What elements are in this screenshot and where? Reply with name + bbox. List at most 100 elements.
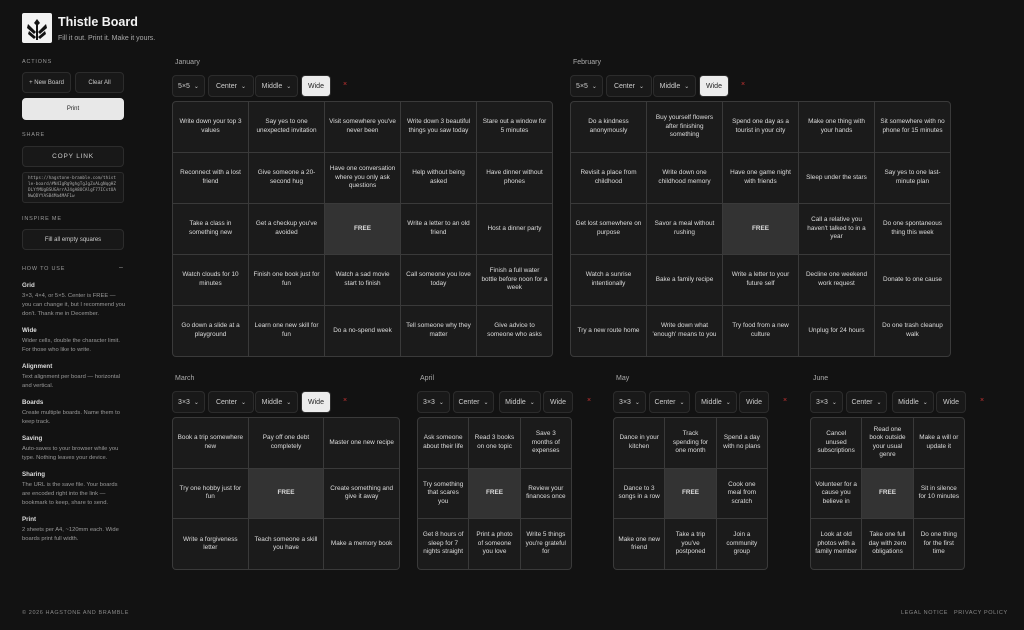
free-cell[interactable]: FREE <box>248 468 324 519</box>
board-cell[interactable]: Make a memory book <box>324 519 399 569</box>
board-cell[interactable]: Teach someone a skill you have <box>248 519 324 569</box>
print-button[interactable]: Print <box>22 98 124 120</box>
delete-board-icon[interactable]: × <box>741 81 746 88</box>
board-cell[interactable]: Visit somewhere you've never been <box>325 102 400 152</box>
board-name[interactable]: February <box>573 59 602 66</box>
board-cell[interactable]: Write down what 'enough' means to you <box>647 306 722 356</box>
free-cell[interactable]: FREE <box>862 468 913 519</box>
board-cell[interactable]: Cook one meal from scratch <box>716 468 767 519</box>
vertical-align-select[interactable]: Middle ⌄ <box>892 391 934 413</box>
board-cell[interactable]: Finish a full water bottle before noon f… <box>477 255 552 305</box>
board-cell[interactable]: Pay off one debt completely <box>248 418 324 468</box>
vertical-align-select[interactable]: Middle ⌄ <box>255 75 298 97</box>
board-cell[interactable]: Try food from a new culture <box>723 306 798 356</box>
board-cell[interactable]: Learn one new skill for fun <box>249 306 324 356</box>
board-cell[interactable]: Call someone you love today <box>401 255 476 305</box>
board-cell[interactable]: Finish one book just for fun <box>249 255 324 305</box>
board-cell[interactable]: Dance in your kitchen <box>614 418 665 468</box>
board-cell[interactable]: Do one thing for the first time <box>913 519 964 569</box>
board-cell[interactable]: Join a community group <box>716 519 767 569</box>
board-cell[interactable]: Dance to 3 songs in a row <box>614 468 665 519</box>
board-cell[interactable]: Take one full day with zero obligations <box>862 519 913 569</box>
board-cell[interactable]: Say yes to one unexpected invitation <box>249 102 324 152</box>
fill-empty-button[interactable]: Fill all empty squares <box>22 229 124 250</box>
board-cell[interactable]: Watch clouds for 10 minutes <box>173 255 248 305</box>
grid-size-select[interactable]: 5×5 ⌄ <box>172 75 205 97</box>
board-cell[interactable]: Stare out a window for 5 minutes <box>477 102 552 152</box>
wide-toggle[interactable]: Wide <box>543 391 573 413</box>
board-cell[interactable]: Call a relative you haven't talked to in… <box>799 204 874 254</box>
board-cell[interactable]: Host a dinner party <box>477 204 552 254</box>
delete-board-icon[interactable]: × <box>783 397 788 404</box>
board-cell[interactable]: Write 5 things you're grateful for <box>520 519 571 569</box>
howto-collapse-toggle[interactable]: – <box>119 264 123 271</box>
board-cell[interactable]: Make one new friend <box>614 519 665 569</box>
share-url-field[interactable]: https://hagstone-bramble.com/thistle-boa… <box>22 172 124 203</box>
board-cell[interactable]: Go down a slide at a playground <box>173 306 248 356</box>
board-cell[interactable]: Do one spontaneous thing this week <box>875 204 950 254</box>
grid-size-select[interactable]: 3×3 ⌄ <box>613 391 646 413</box>
board-cell[interactable]: Review your finances once <box>520 468 571 519</box>
board-cell[interactable]: Get a checkup you've avoided <box>249 204 324 254</box>
grid-size-select[interactable]: 3×3 ⌄ <box>417 391 450 413</box>
board-name[interactable]: April <box>420 375 435 382</box>
board-cell[interactable]: Unplug for 24 hours <box>799 306 874 356</box>
board-cell[interactable]: Read 3 books on one topic <box>469 418 520 468</box>
grid-size-select[interactable]: 3×3 ⌄ <box>810 391 843 413</box>
board-cell[interactable]: Cancel unused subscriptions <box>811 418 862 468</box>
vertical-align-select[interactable]: Middle ⌄ <box>695 391 737 413</box>
board-cell[interactable]: Donate to one cause <box>875 255 950 305</box>
board-cell[interactable]: Read one book outside your usual genre <box>862 418 913 468</box>
wide-toggle[interactable]: Wide <box>699 75 729 97</box>
board-cell[interactable]: Do a no-spend week <box>325 306 400 356</box>
board-cell[interactable]: Volunteer for a cause you believe in <box>811 468 862 519</box>
board-cell[interactable]: Do one trash cleanup walk <box>875 306 950 356</box>
privacy-policy-link[interactable]: PRIVACY POLICY <box>954 610 1008 616</box>
board-cell[interactable]: Take a trip you've postponed <box>665 519 716 569</box>
vertical-align-select[interactable]: Middle ⌄ <box>499 391 541 413</box>
board-cell[interactable]: Write down one childhood memory <box>647 153 722 203</box>
free-cell[interactable]: FREE <box>469 468 520 519</box>
wide-toggle[interactable]: Wide <box>739 391 769 413</box>
horizontal-align-select[interactable]: Center ⌄ <box>846 391 887 413</box>
board-cell[interactable]: Look at old photos with a family member <box>811 519 862 569</box>
board-cell[interactable]: Revisit a place from childhood <box>571 153 646 203</box>
board-cell[interactable]: Watch a sad movie start to finish <box>325 255 400 305</box>
board-cell[interactable]: Write down 3 beautiful things you saw to… <box>401 102 476 152</box>
board-cell[interactable]: Help without being asked <box>401 153 476 203</box>
vertical-align-select[interactable]: Middle ⌄ <box>653 75 696 97</box>
board-cell[interactable]: Spend one day as a tourist in your city <box>723 102 798 152</box>
board-cell[interactable]: Sleep under the stars <box>799 153 874 203</box>
board-name[interactable]: March <box>175 375 195 382</box>
board-cell[interactable]: Create something and give it away <box>324 468 399 519</box>
board-cell[interactable]: Get 8 hours of sleep for 7 nights straig… <box>418 519 469 569</box>
board-cell[interactable]: Make a will or update it <box>913 418 964 468</box>
grid-size-select[interactable]: 5×5 ⌄ <box>570 75 603 97</box>
board-cell[interactable]: Sit somewhere with no phone for 15 minut… <box>875 102 950 152</box>
board-cell[interactable]: Bake a family recipe <box>647 255 722 305</box>
horizontal-align-select[interactable]: Center ⌄ <box>208 391 254 413</box>
board-cell[interactable]: Buy yourself flowers after finishing som… <box>647 102 722 152</box>
delete-board-icon[interactable]: × <box>980 397 985 404</box>
board-name[interactable]: June <box>813 375 829 382</box>
board-cell[interactable]: Have one conversation where you only ask… <box>325 153 400 203</box>
delete-board-icon[interactable]: × <box>587 397 592 404</box>
board-cell[interactable]: Savor a meal without rushing <box>647 204 722 254</box>
wide-toggle[interactable]: Wide <box>936 391 966 413</box>
horizontal-align-select[interactable]: Center ⌄ <box>453 391 494 413</box>
legal-notice-link[interactable]: LEGAL NOTICE <box>901 610 949 616</box>
board-cell[interactable]: Tell someone why they matter <box>401 306 476 356</box>
board-cell[interactable]: Try a new route home <box>571 306 646 356</box>
free-cell[interactable]: FREE <box>325 204 400 254</box>
board-cell[interactable]: Give advice to someone who asks <box>477 306 552 356</box>
board-cell[interactable]: Write a letter to an old friend <box>401 204 476 254</box>
board-cell[interactable]: Have dinner without phones <box>477 153 552 203</box>
board-cell[interactable]: Book a trip somewhere new <box>173 418 248 468</box>
board-cell[interactable]: Track spending for one month <box>665 418 716 468</box>
horizontal-align-select[interactable]: Center ⌄ <box>649 391 690 413</box>
horizontal-align-select[interactable]: Center ⌄ <box>606 75 652 97</box>
vertical-align-select[interactable]: Middle ⌄ <box>255 391 298 413</box>
free-cell[interactable]: FREE <box>665 468 716 519</box>
board-name[interactable]: January <box>175 59 200 66</box>
wide-toggle[interactable]: Wide <box>301 391 331 413</box>
